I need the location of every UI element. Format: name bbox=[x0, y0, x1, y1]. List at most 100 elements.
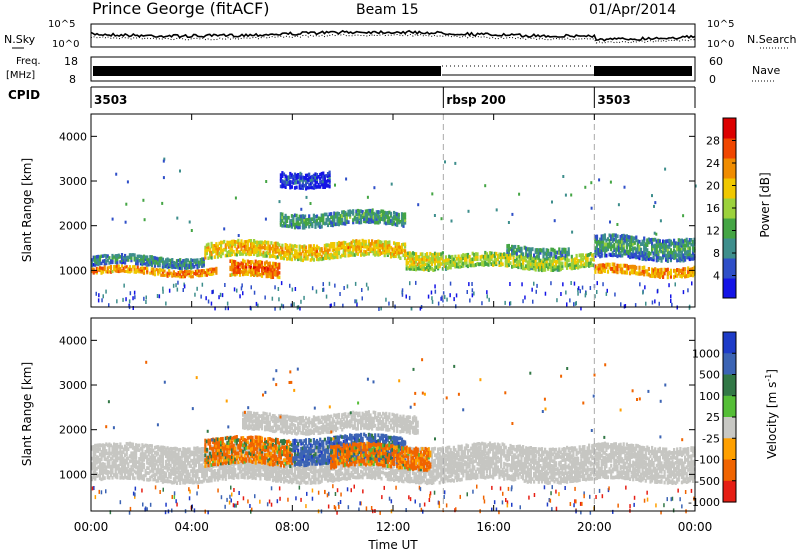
heatmap-cell bbox=[676, 258, 679, 263]
heatmap-cell bbox=[361, 462, 364, 467]
heatmap-cell bbox=[684, 271, 687, 276]
heatmap-cell bbox=[172, 459, 175, 463]
heatmap-cell bbox=[201, 273, 204, 278]
heatmap-cell bbox=[504, 261, 507, 265]
heatmap-cell bbox=[177, 258, 180, 263]
heatmap-cell bbox=[188, 274, 191, 278]
heatmap-cell bbox=[199, 466, 202, 471]
heatmap-cell bbox=[665, 244, 668, 249]
heatmap-cell bbox=[289, 185, 292, 190]
heatmap-cell bbox=[319, 218, 322, 223]
heatmap-cell bbox=[290, 469, 293, 473]
heatmap-cell bbox=[91, 462, 94, 466]
heatmap-cell bbox=[539, 250, 542, 255]
heatmap-cell bbox=[484, 184, 487, 188]
heatmap-cell bbox=[229, 464, 232, 469]
heatmap-cell bbox=[205, 273, 208, 277]
heatmap-cell bbox=[210, 256, 213, 260]
heatmap-cell bbox=[630, 254, 633, 259]
heatmap-cell bbox=[684, 238, 687, 243]
heatmap-cell bbox=[509, 301, 512, 306]
heatmap-cell bbox=[304, 224, 308, 229]
heatmap-cell bbox=[209, 255, 212, 259]
heatmap-cell bbox=[168, 258, 171, 262]
heatmap-cell bbox=[312, 467, 315, 472]
heatmap-cell bbox=[185, 467, 188, 472]
heatmap-cell bbox=[232, 239, 235, 244]
heatmap-cell bbox=[260, 274, 264, 278]
heatmap-cell bbox=[213, 267, 216, 271]
heatmap-cell bbox=[109, 270, 113, 274]
heatmap-cell bbox=[161, 457, 164, 462]
heatmap-cell bbox=[238, 268, 242, 272]
heatmap-cell bbox=[94, 258, 97, 262]
heatmap-cell bbox=[290, 249, 293, 253]
heatmap-cell bbox=[361, 465, 364, 469]
heatmap-cell bbox=[442, 298, 444, 303]
heatmap-cell bbox=[688, 305, 691, 310]
heatmap-cell bbox=[242, 261, 245, 266]
heatmap-cell bbox=[301, 478, 304, 483]
heatmap-cell bbox=[366, 215, 369, 219]
heatmap-cell bbox=[509, 282, 511, 286]
heatmap-cell bbox=[599, 244, 602, 249]
heatmap-cell bbox=[235, 448, 238, 452]
heatmap-cell bbox=[273, 247, 276, 252]
heatmap-cell bbox=[199, 260, 202, 265]
heatmap-cell bbox=[245, 240, 248, 244]
heatmap-cell bbox=[336, 464, 339, 468]
heatmap-cell bbox=[234, 470, 237, 475]
heatmap-cell bbox=[204, 476, 207, 481]
heatmap-cell bbox=[333, 475, 336, 480]
heatmap-cell bbox=[668, 238, 671, 243]
heatmap-cell bbox=[466, 264, 470, 269]
heatmap-cell bbox=[128, 253, 131, 257]
heatmap-cell bbox=[297, 472, 300, 476]
heatmap-cell bbox=[431, 296, 433, 301]
heatmap-cell bbox=[356, 220, 359, 224]
power-ylabel: Slant Range [km] bbox=[20, 158, 34, 262]
heatmap-cell bbox=[413, 260, 416, 264]
heatmap-cell bbox=[658, 274, 661, 279]
heatmap-cell bbox=[243, 247, 246, 251]
heatmap-cell bbox=[350, 210, 353, 215]
heatmap-cell bbox=[644, 285, 646, 290]
heatmap-cell bbox=[300, 207, 303, 211]
heatmap-cell bbox=[614, 239, 617, 244]
heatmap-cell bbox=[679, 273, 682, 278]
heatmap-cell bbox=[347, 476, 350, 481]
heatmap-cell bbox=[422, 257, 426, 262]
heatmap-cell bbox=[396, 223, 399, 227]
heatmap-cell bbox=[328, 173, 331, 177]
heatmap-cell bbox=[657, 271, 660, 276]
heatmap-cell bbox=[641, 266, 644, 270]
heatmap-cell bbox=[139, 452, 142, 456]
heatmap-cell bbox=[449, 255, 452, 260]
heatmap-cell bbox=[174, 479, 177, 484]
heatmap-cell bbox=[290, 222, 293, 227]
heatmap-cell bbox=[245, 264, 248, 269]
heatmap-cell bbox=[240, 469, 243, 474]
heatmap-cell bbox=[326, 223, 330, 228]
heatmap-cell bbox=[144, 257, 147, 262]
heatmap-cell bbox=[676, 245, 679, 249]
heatmap-cell bbox=[290, 244, 293, 248]
heatmap-cell bbox=[254, 264, 257, 269]
heatmap-cell bbox=[558, 268, 561, 272]
heatmap-cell bbox=[371, 217, 374, 222]
heatmap-cell bbox=[253, 290, 256, 295]
heatmap-cell bbox=[153, 261, 157, 266]
heatmap-cell bbox=[102, 443, 105, 447]
heatmap-cell bbox=[635, 265, 638, 270]
heatmap-cell bbox=[570, 263, 573, 268]
heatmap-cell bbox=[328, 184, 331, 189]
heatmap-cell bbox=[152, 462, 155, 466]
heatmap-cell bbox=[218, 465, 221, 470]
heatmap-cell bbox=[454, 259, 457, 264]
heatmap-cell bbox=[111, 461, 114, 465]
heatmap-cell bbox=[160, 470, 163, 475]
heatmap-cell bbox=[220, 248, 223, 252]
heatmap-cell bbox=[295, 217, 298, 222]
heatmap-cell bbox=[375, 240, 378, 244]
heatmap-cell bbox=[386, 211, 389, 215]
